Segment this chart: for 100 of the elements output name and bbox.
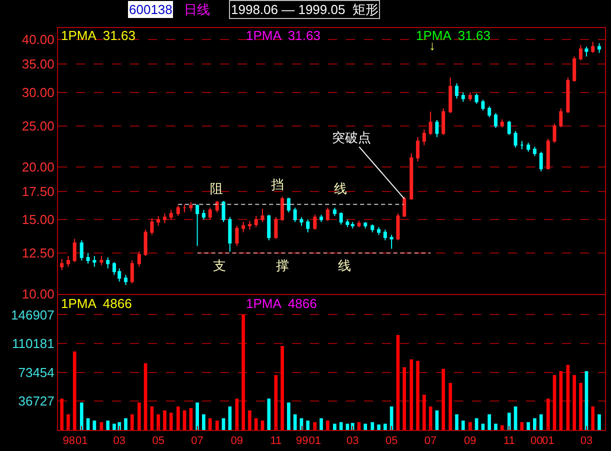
y-tick-label: 110181 [12,336,54,352]
bar [566,364,570,430]
x-tick-label: 03 [113,435,126,448]
text: 600138 [129,2,172,17]
bar [254,418,258,430]
bar [468,422,472,430]
candlestick [364,222,368,229]
x-tick-label: 03 [580,435,593,448]
annotation: 线 [338,258,351,273]
bar [228,406,232,430]
annotation: 撑 [276,258,289,273]
bar [370,422,374,430]
x-tick-label: 01 [308,435,322,448]
bar [591,406,595,430]
bar [481,424,485,430]
y-tick-label: 35.00 [22,56,54,72]
bar [150,406,154,430]
bar [242,314,245,430]
bar [579,382,582,430]
text: 1998.06 — 1999.05 矩形 [231,2,378,17]
annotation: 线 [334,181,347,196]
bar [494,424,498,430]
bar [274,375,278,430]
bar [396,335,400,430]
bar [357,422,361,430]
candlestick [346,219,350,228]
candlestick [196,204,200,246]
candlestick [137,251,141,268]
annotation: 支 [213,258,226,273]
bar [461,420,465,430]
candlestick [494,112,498,129]
annotation: 1PMA 4866 [61,296,132,311]
bar [455,414,458,430]
y-tick-label: 20.00 [22,159,54,174]
candlestick [222,200,226,223]
candlestick [339,212,343,226]
candlestick [377,226,381,236]
bar [410,359,414,430]
candlestick [202,210,206,220]
bar [442,368,445,430]
annotation: 挡 [271,177,284,192]
bar [80,402,84,430]
candlestick [162,213,166,224]
candlestick [488,106,492,118]
candlestick [500,118,504,128]
bar [60,398,64,430]
bar [196,402,199,430]
candlestick [448,77,452,114]
x-tick-label: 99 [296,435,308,448]
candlestick [552,123,556,144]
y-tick-label: 36727 [18,394,54,409]
bar [422,394,426,430]
candlestick [267,214,271,241]
bar [416,360,420,430]
bar [306,420,310,430]
candlestick [390,234,394,250]
bar [559,371,563,430]
x-tick-label: 01 [542,435,554,448]
candlestick [455,82,458,100]
bar [66,414,70,430]
candlestick [546,138,550,170]
y-tick-label: 12.50 [22,246,54,261]
candlestick [92,256,96,268]
candlestick [526,142,530,152]
candlestick [242,222,246,233]
x-tick-label: 07 [424,435,437,448]
bar [72,352,76,430]
candlestick [254,215,258,228]
candlestick [189,202,193,212]
y-tick-label: 10.00 [22,286,54,302]
candlestick [410,153,414,200]
bar [267,398,271,430]
annotation: 突破点 [332,130,371,145]
candlestick [156,215,160,226]
bar [598,414,601,430]
bar [176,406,180,430]
bar [320,418,323,430]
bar [260,420,264,430]
candlestick [66,256,70,268]
candlestick [428,111,432,136]
candlestick [293,207,297,223]
x-tick-label: 00 [530,435,543,448]
bar [182,410,186,430]
x-tick-label: 98 [62,435,75,448]
candlestick [442,108,446,136]
y-tick-label: 146907 [11,307,54,322]
candlestick [383,229,387,241]
bar [552,375,556,430]
bar [124,418,128,430]
candlestick [100,256,104,266]
bar [130,414,134,430]
bar [539,414,543,430]
candlestick [598,42,601,54]
x-tick-label: 11 [503,435,515,448]
candlestick [357,220,361,228]
bar [137,402,141,430]
candlestick [182,204,186,213]
candlestick [248,220,252,230]
bar [208,418,212,430]
bar [202,414,206,430]
